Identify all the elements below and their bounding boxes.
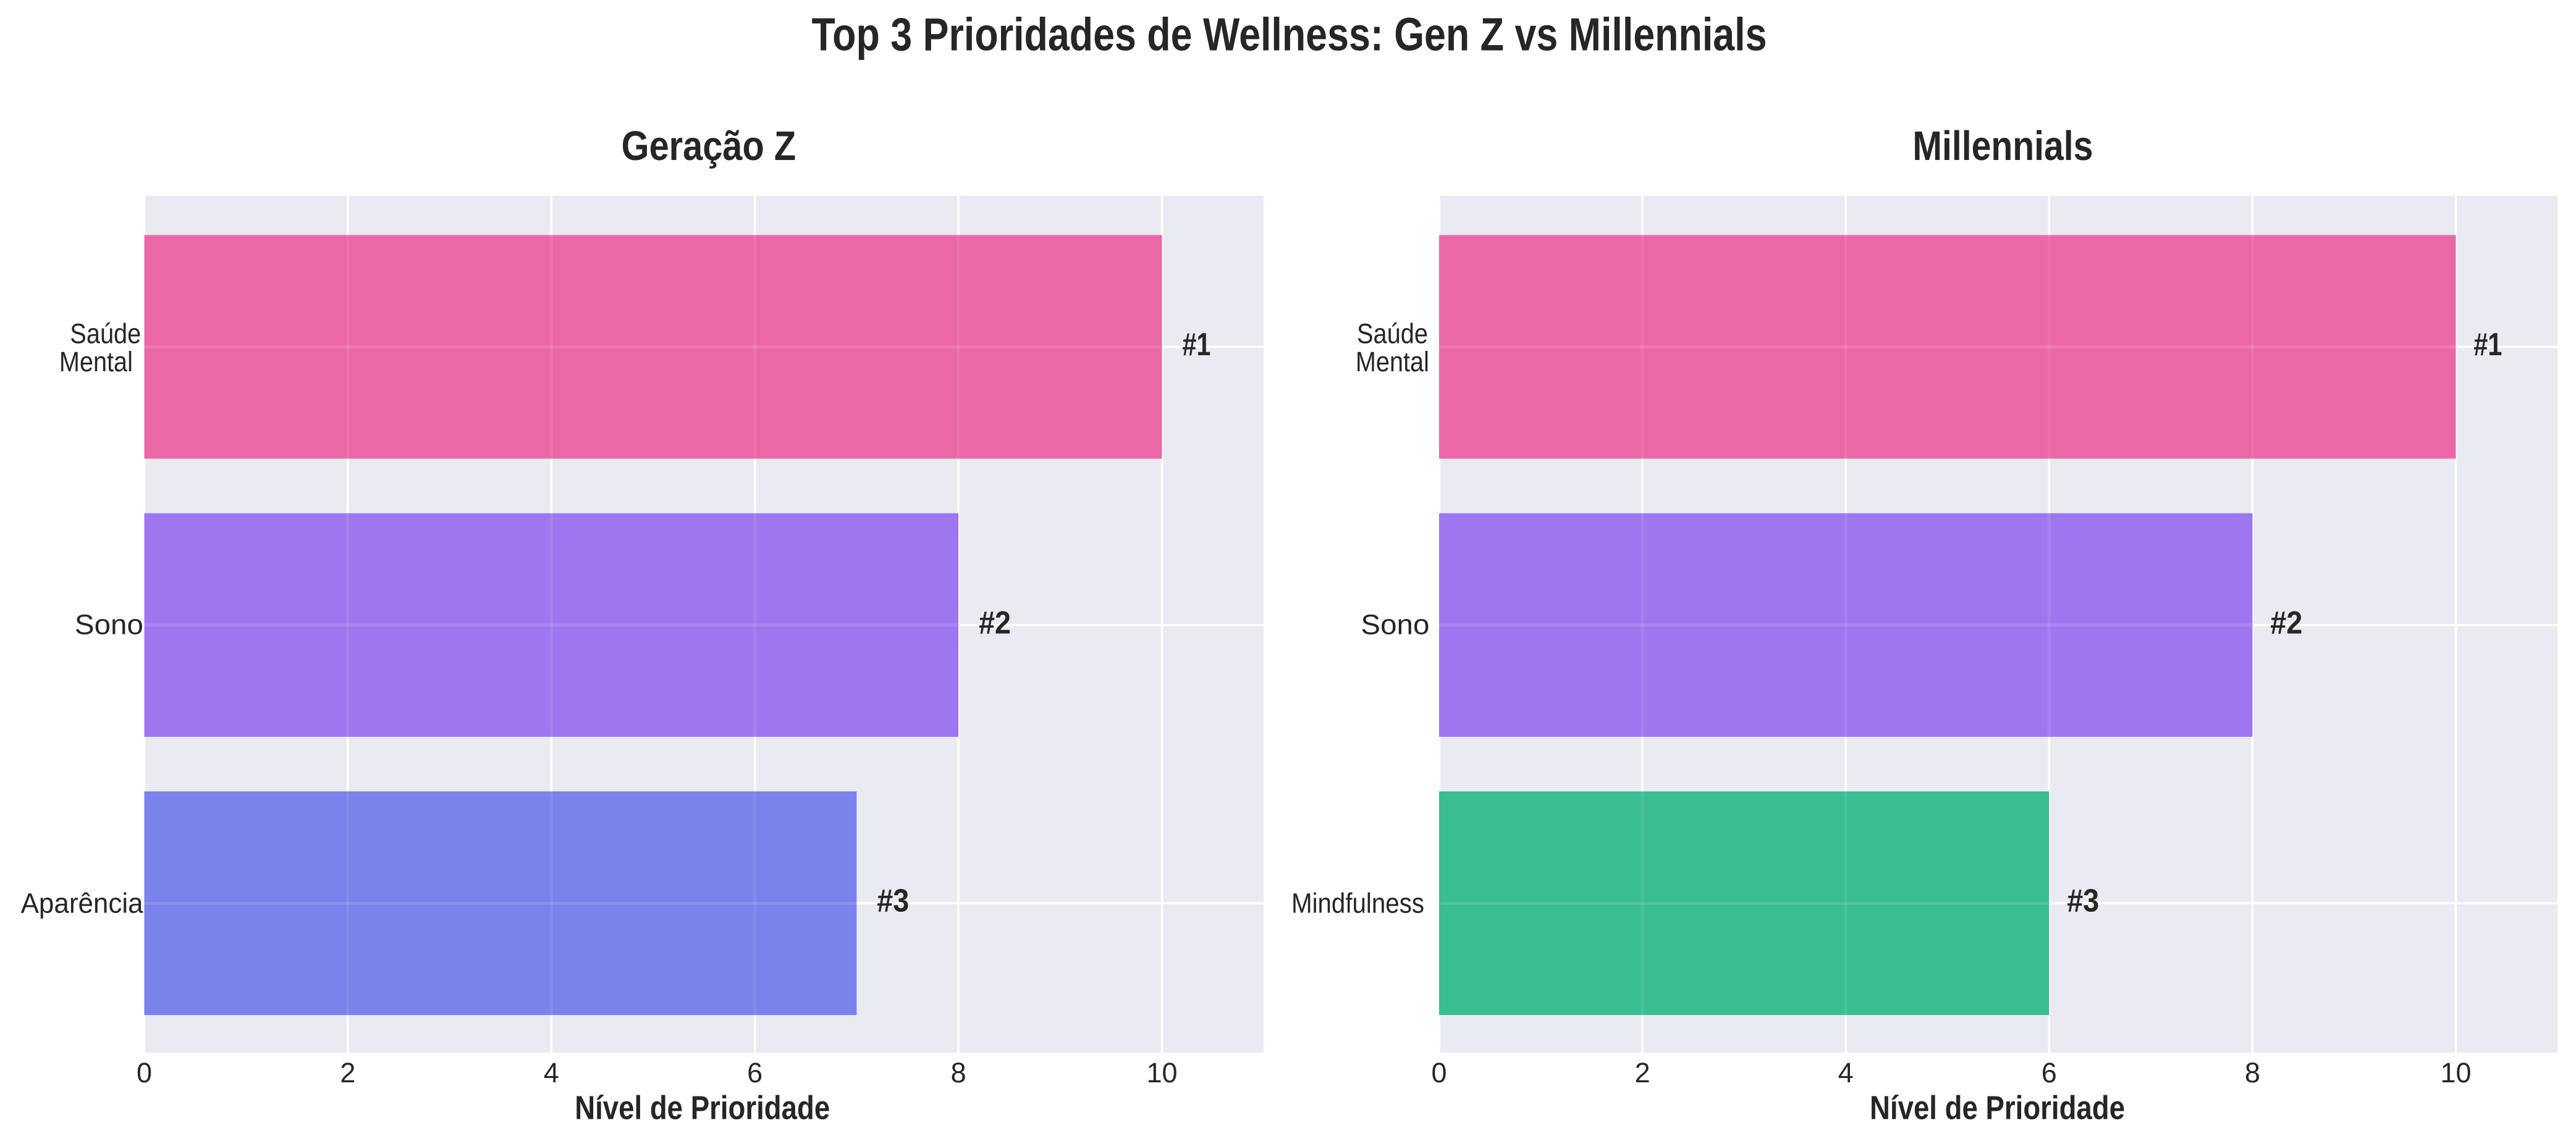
svg-text:6: 6 [747, 1057, 762, 1088]
svg-text:#3: #3 [2067, 883, 2099, 919]
svg-text:#3: #3 [877, 883, 909, 919]
svg-text:#1: #1 [2473, 327, 2502, 363]
svg-text:Sono: Sono [75, 609, 143, 641]
svg-text:Saúde: Saúde [70, 318, 141, 350]
svg-text:10: 10 [1146, 1057, 1177, 1088]
svg-text:Nível de Prioridade: Nível de Prioridade [1870, 1090, 2125, 1127]
svg-text:2: 2 [1635, 1057, 1650, 1088]
svg-text:0: 0 [1431, 1057, 1446, 1088]
svg-text:8: 8 [2245, 1057, 2260, 1088]
svg-text:Saúde: Saúde [1357, 318, 1428, 350]
svg-text:#2: #2 [2270, 605, 2302, 641]
svg-text:4: 4 [544, 1057, 559, 1088]
svg-text:Geração Z: Geração Z [622, 123, 796, 169]
svg-text:Mental: Mental [59, 346, 133, 377]
svg-text:#2: #2 [979, 605, 1011, 641]
svg-text:Millennials: Millennials [1912, 123, 2093, 169]
svg-text:10: 10 [2440, 1057, 2471, 1088]
svg-text:#1: #1 [1182, 327, 1210, 363]
svg-text:4: 4 [1838, 1057, 1854, 1088]
svg-text:6: 6 [2042, 1057, 2057, 1088]
svg-text:Sono: Sono [1361, 609, 1429, 641]
svg-text:0: 0 [137, 1057, 152, 1088]
svg-text:Nível de Prioridade: Nível de Prioridade [575, 1090, 830, 1127]
svg-text:Mindfulness: Mindfulness [1291, 888, 1424, 919]
svg-text:Mental: Mental [1356, 346, 1429, 377]
svg-text:8: 8 [951, 1057, 966, 1088]
svg-text:2: 2 [340, 1057, 355, 1088]
svg-text:Aparência: Aparência [21, 888, 144, 919]
svg-text:Top 3 Prioridades de Wellness:: Top 3 Prioridades de Wellness: Gen Z vs … [812, 9, 1767, 61]
